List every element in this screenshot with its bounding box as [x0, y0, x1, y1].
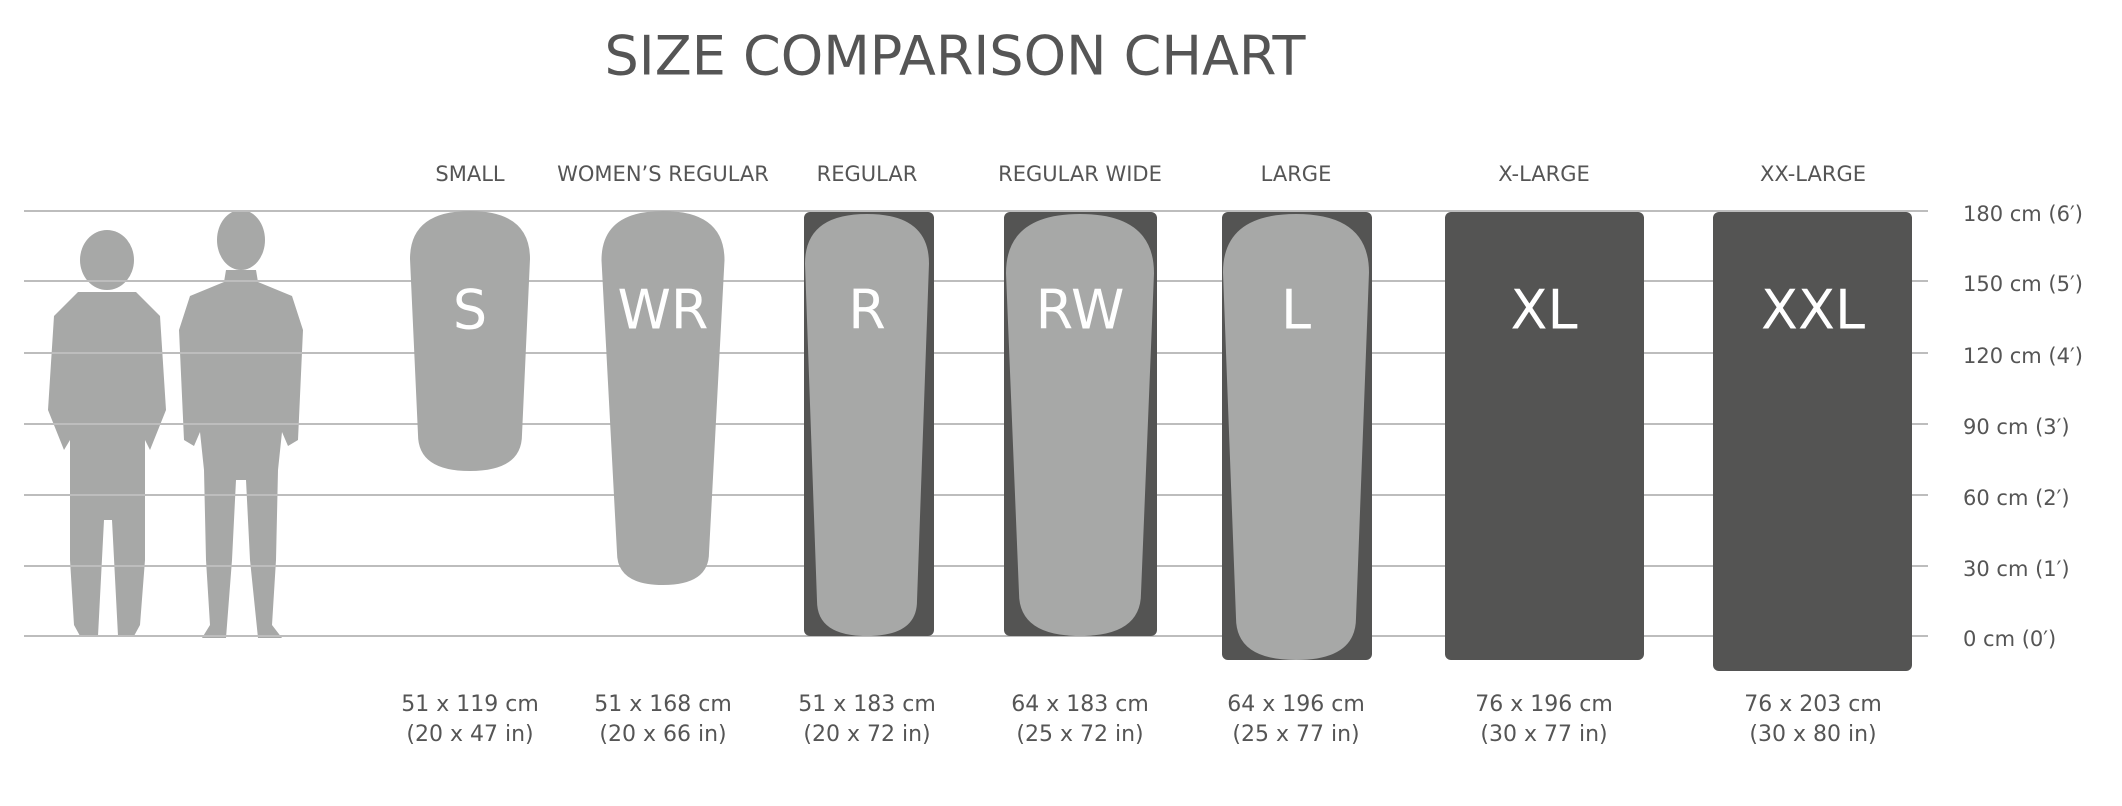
title: SIZE COMPARISON CHART [605, 25, 1307, 88]
scale-label: 120 cm (4′) [1963, 344, 2083, 368]
pad-outline [1445, 212, 1644, 660]
size-metric: 76 x 196 cm [1475, 692, 1613, 717]
pad-shape [410, 211, 530, 471]
size-abbr: XXL [1761, 279, 1865, 342]
size-abbr: S [453, 279, 487, 342]
male-body [179, 270, 303, 638]
size-abbr: L [1281, 279, 1311, 342]
size-name: REGULAR WIDE [998, 162, 1162, 186]
size-name: LARGE [1261, 162, 1332, 186]
size-imperial: (25 x 72 in) [1016, 722, 1143, 747]
scale-label: 60 cm (2′) [1963, 486, 2070, 510]
size-imperial: (20 x 47 in) [406, 722, 533, 747]
size-name: SMALL [435, 162, 505, 186]
size-imperial: (30 x 77 in) [1480, 722, 1607, 747]
size-metric: 64 x 183 cm [1011, 692, 1149, 717]
size-abbr: WR [618, 279, 709, 342]
pad-outline [1713, 212, 1912, 671]
female-body [48, 292, 166, 636]
size-imperial: (30 x 80 in) [1749, 722, 1876, 747]
pad-shape [1006, 214, 1154, 636]
scale-label: 0 cm (0′) [1963, 627, 2056, 651]
size-name: REGULAR [817, 162, 918, 186]
scale-label: 90 cm (3′) [1963, 415, 2070, 439]
size-imperial: (20 x 66 in) [599, 722, 726, 747]
female-head [80, 230, 134, 290]
size-metric: 51 x 168 cm [594, 692, 732, 717]
scale-label: 150 cm (5′) [1963, 272, 2083, 296]
size-imperial: (20 x 72 in) [803, 722, 930, 747]
size-abbr: XL [1510, 279, 1577, 342]
size-abbr: RW [1036, 279, 1125, 342]
size-metric: 51 x 119 cm [401, 692, 539, 717]
pad-shape [601, 211, 725, 585]
size-name: WOMEN’S REGULAR [557, 162, 769, 186]
silhouettes [48, 210, 303, 638]
size-metric: 51 x 183 cm [798, 692, 936, 717]
size-metric: 76 x 203 cm [1744, 692, 1882, 717]
male-head [217, 210, 265, 270]
scale-label: 30 cm (1′) [1963, 557, 2070, 581]
pad-shape [1223, 214, 1369, 660]
size-name: XX-LARGE [1760, 162, 1866, 186]
size-metric: 64 x 196 cm [1227, 692, 1365, 717]
size-imperial: (25 x 77 in) [1232, 722, 1359, 747]
scale-label: 180 cm (6′) [1963, 202, 2083, 226]
pad-shape [805, 214, 929, 636]
size-abbr: R [848, 279, 886, 342]
size-name: X-LARGE [1498, 162, 1590, 186]
